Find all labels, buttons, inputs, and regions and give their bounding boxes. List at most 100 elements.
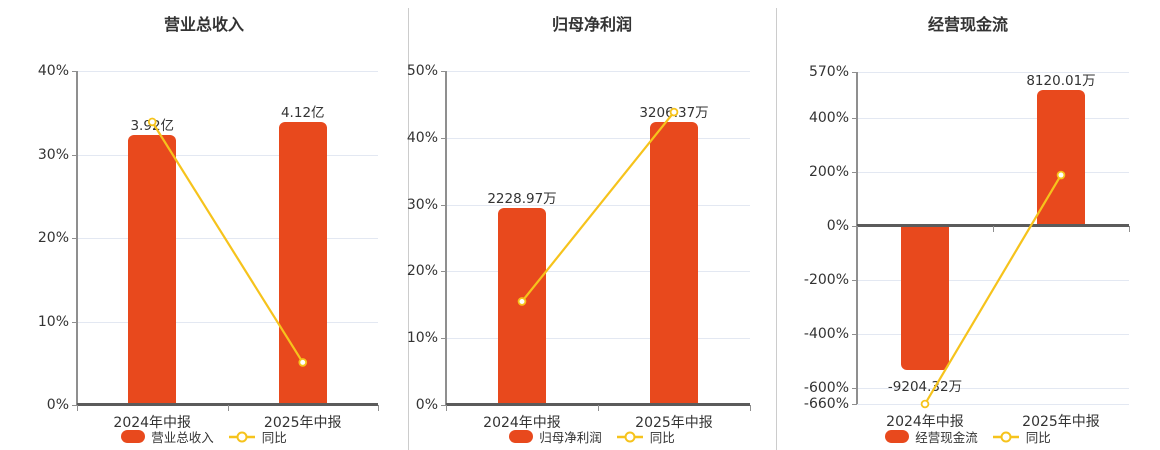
chart-panel-revenue: 营业总收入 40% 30% 20% 10% 0% 3.92亿 2024年中报 4.12亿 202… <box>0 0 408 450</box>
bar-value-label: 3.92亿 <box>130 118 175 135</box>
x-axis-tick <box>227 405 229 411</box>
y-tick-label: 20% <box>406 263 438 280</box>
line-marker[interactable] <box>669 107 679 117</box>
x-axis-tick <box>993 225 994 232</box>
line-marker[interactable] <box>298 358 308 367</box>
y-tick-label: 30% <box>406 196 438 213</box>
legend-bar-label: 营业总收入 <box>151 430 214 445</box>
x-axis-tick <box>378 405 379 411</box>
bar-2025年中报[interactable] <box>650 121 698 405</box>
bar-2025年中报[interactable] <box>278 121 327 405</box>
gridline <box>446 71 750 72</box>
panel-divider <box>776 8 777 450</box>
chart-title: 归母净利润 <box>551 15 632 34</box>
line-marker[interactable] <box>1056 170 1066 180</box>
yoy-trend-line <box>147 117 308 367</box>
bar-2024年中报[interactable] <box>901 225 949 371</box>
bar-series-swatch-icon <box>121 430 146 443</box>
chart-title: 经营现金流 <box>927 15 1008 34</box>
legend-item-line[interactable]: 同比 <box>228 427 287 446</box>
chart-plot-area: 40% 30% 20% 10% 0% 3.92亿 2024年中报 4.12亿 2025年中报 <box>38 63 379 431</box>
legend-item-bar[interactable]: 营业总收入 <box>121 427 214 446</box>
y-tick-label: 40% <box>406 129 438 146</box>
trend-line-path <box>924 174 1062 405</box>
gridline <box>77 321 378 323</box>
y-tick-label: 570% <box>808 64 849 80</box>
gridline <box>77 238 378 239</box>
y-tick-mark <box>852 404 857 405</box>
y-tick-mark <box>441 71 446 72</box>
y-axis-line <box>856 72 858 404</box>
y-axis-line <box>445 71 447 405</box>
gridline <box>446 137 750 139</box>
chart-panel-operating-cash-flow: 经营现金流 570% 400% 200% 0% -200% -400% -600% -660%… <box>776 0 1160 450</box>
legend-line-label: 同比 <box>649 430 675 445</box>
legend-item-bar[interactable]: 经营现金流 <box>885 427 978 446</box>
line-marker[interactable] <box>147 117 157 127</box>
gridline <box>446 271 750 273</box>
x-axis-tick <box>77 405 78 411</box>
line-series-swatch-icon <box>228 431 256 443</box>
y-tick-mark <box>852 279 857 281</box>
gridline <box>857 333 1129 335</box>
chart-title: 营业总收入 <box>163 15 244 34</box>
y-tick-mark <box>72 238 77 239</box>
trend-line-path <box>151 121 304 363</box>
y-tick-label: 400% <box>808 109 849 126</box>
gridline <box>857 171 1129 173</box>
legend-item-line[interactable]: 同比 <box>616 427 675 446</box>
y-tick-label: -660% <box>803 396 849 412</box>
x-axis-tick <box>1129 225 1130 232</box>
legend-item-bar[interactable]: 归母净利润 <box>509 427 602 446</box>
y-tick-label: 0% <box>46 397 69 413</box>
y-tick-mark <box>852 387 857 389</box>
gridline <box>857 279 1129 281</box>
legend-bar-label: 经营现金流 <box>915 430 978 445</box>
trend-line-path <box>521 111 675 303</box>
bar-value-label: 4.12亿 <box>280 104 325 121</box>
gridline <box>446 338 750 340</box>
y-tick-mark <box>852 72 857 73</box>
line-marker[interactable] <box>517 297 527 306</box>
line-marker[interactable] <box>920 399 930 409</box>
y-axis-line <box>76 71 78 405</box>
zero-axis-line <box>857 223 1129 227</box>
gridline <box>857 117 1129 119</box>
y-tick-mark <box>441 137 446 139</box>
x-axis-category-label: 2024年中报 <box>483 415 561 431</box>
bar-2024年中报[interactable] <box>498 207 546 405</box>
yoy-trend-line <box>517 107 679 306</box>
y-tick-mark <box>72 321 77 323</box>
gridline <box>857 72 1129 73</box>
y-tick-label: 20% <box>37 230 69 246</box>
bar-value-label: -9204.32万 <box>887 379 963 396</box>
y-tick-mark <box>852 171 857 173</box>
y-tick-label: 0% <box>415 397 438 413</box>
y-tick-mark <box>441 271 446 273</box>
y-tick-label: -600% <box>803 379 849 396</box>
bar-2024年中报[interactable] <box>128 135 177 405</box>
y-tick-label: 10% <box>37 313 69 330</box>
zero-axis-line <box>77 403 378 406</box>
x-axis-category-label: 2025年中报 <box>263 415 342 431</box>
chart-legend: 营业总收入 同比 <box>0 427 408 446</box>
x-axis-tick <box>446 405 447 411</box>
y-tick-label: 40% <box>37 63 69 79</box>
y-tick-mark <box>441 204 446 206</box>
gridline <box>857 387 1129 389</box>
chart-plot-area: 570% 400% 200% 0% -200% -400% -600% -660% -9204.… <box>804 64 1130 430</box>
gridline <box>857 404 1129 405</box>
y-tick-label: 10% <box>406 330 438 347</box>
gridline <box>77 71 378 72</box>
bar-series-swatch-icon <box>885 430 910 443</box>
legend-item-line[interactable]: 同比 <box>992 427 1051 446</box>
bar-value-label: 8120.01万 <box>1026 72 1096 89</box>
bar-value-label: 2228.97万 <box>487 190 557 207</box>
y-tick-label: 30% <box>37 146 69 163</box>
gridline <box>77 154 378 156</box>
x-axis-tick <box>750 405 751 411</box>
y-tick-label: 50% <box>406 63 438 79</box>
x-axis-category-label: 2024年中报 <box>886 414 964 430</box>
legend-line-label: 同比 <box>261 430 287 445</box>
